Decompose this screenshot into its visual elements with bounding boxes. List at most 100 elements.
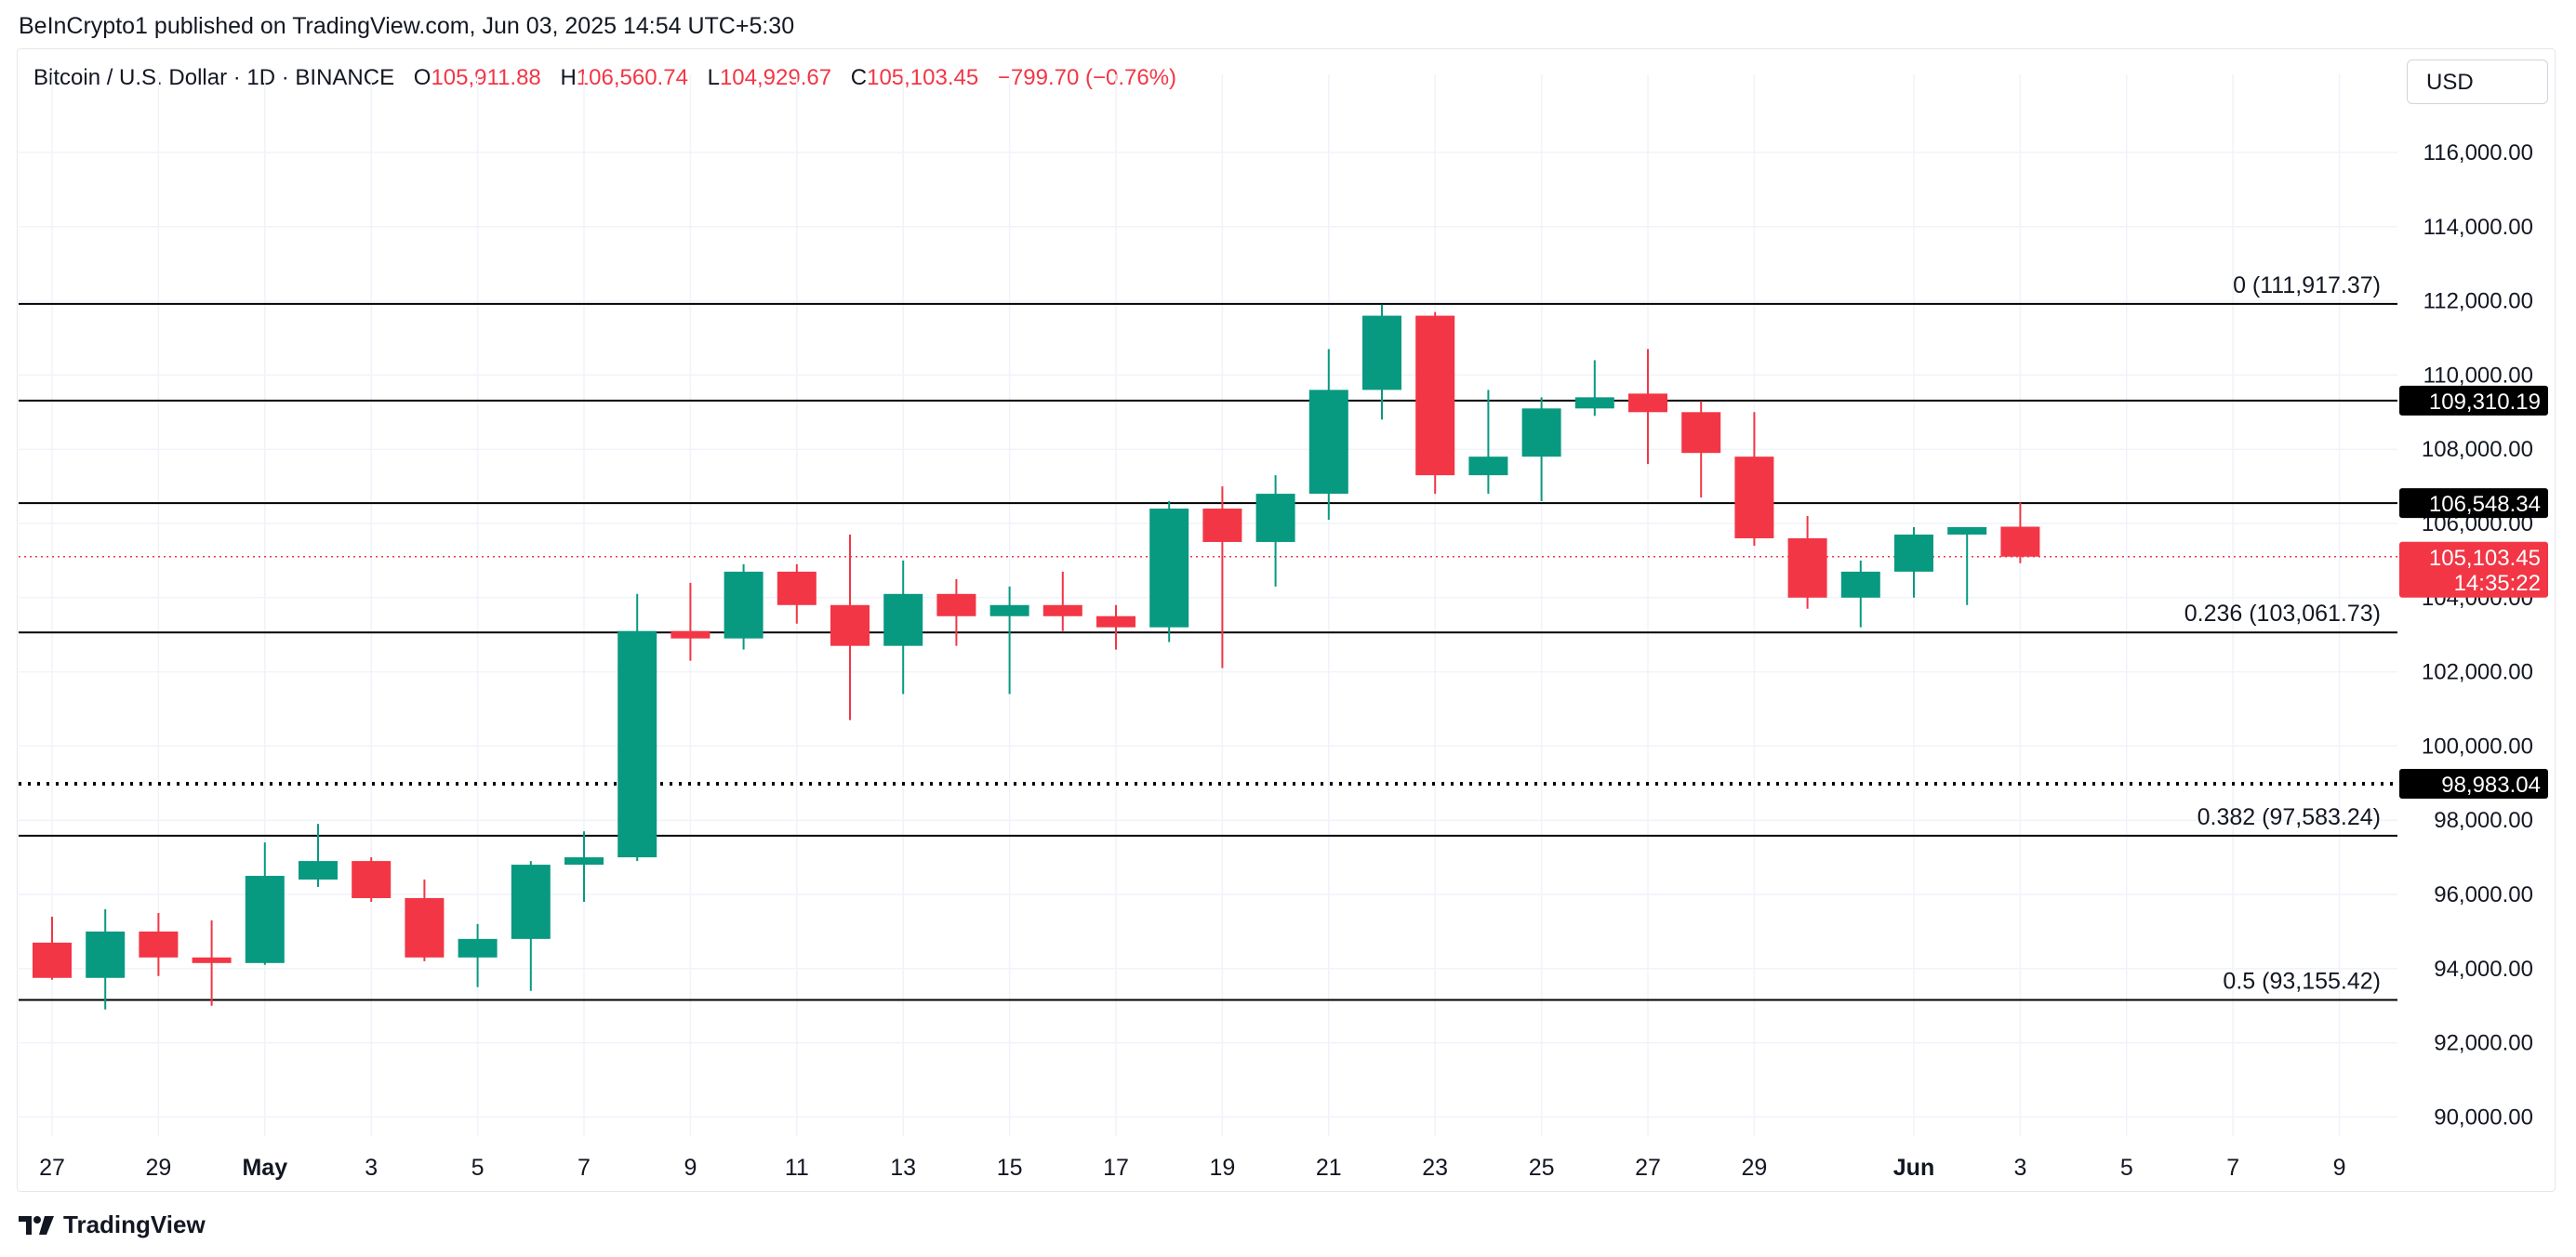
- candle-body[interactable]: [511, 865, 551, 939]
- y-tick-label: 92,000.00: [2434, 1031, 2533, 1056]
- candle-body[interactable]: [33, 942, 72, 978]
- candle-body[interactable]: [1894, 534, 1933, 572]
- candle-body[interactable]: [1628, 393, 1667, 413]
- x-tick-label: 5: [2120, 1155, 2133, 1181]
- x-tick-label: 27: [1635, 1155, 1661, 1181]
- x-tick-label: 23: [1422, 1155, 1448, 1181]
- x-tick-label: 25: [1529, 1155, 1555, 1181]
- y-tick-label: 96,000.00: [2434, 882, 2533, 907]
- symbol-legend: Bitcoin / U.S. Dollar · 1D · BINANCE O10…: [33, 65, 1176, 91]
- candle-body[interactable]: [724, 571, 764, 639]
- candle-body[interactable]: [617, 630, 657, 858]
- y-tick-label: 108,000.00: [2422, 437, 2533, 462]
- current-price-tag: [2399, 541, 2548, 598]
- candle-body[interactable]: [1787, 537, 1827, 598]
- open-label: O: [413, 65, 432, 90]
- fib-level-label: 0.382 (97,583.24): [2198, 804, 2381, 830]
- x-tick-label: 15: [997, 1155, 1023, 1181]
- x-tick-label: 3: [365, 1155, 378, 1181]
- candle-body[interactable]: [405, 897, 445, 958]
- candle-body[interactable]: [245, 876, 285, 963]
- candle-body[interactable]: [989, 604, 1029, 616]
- candle-body[interactable]: [1149, 509, 1189, 628]
- y-tick-label: 90,000.00: [2434, 1105, 2533, 1130]
- x-tick-label: 21: [1316, 1155, 1342, 1181]
- y-tick-label: 102,000.00: [2422, 660, 2533, 685]
- chart-panel: [17, 48, 2556, 1192]
- candle-body[interactable]: [777, 571, 817, 605]
- candle-body[interactable]: [1681, 412, 1721, 454]
- candle-body[interactable]: [1468, 456, 1508, 476]
- x-tick-label: 3: [2013, 1155, 2026, 1181]
- candle-body[interactable]: [564, 857, 604, 866]
- x-tick-label: 17: [1103, 1155, 1129, 1181]
- x-tick-label: 29: [1741, 1155, 1767, 1181]
- candle-body[interactable]: [1042, 604, 1082, 616]
- y-tick-label: 116,000.00: [2423, 140, 2533, 165]
- candle-body[interactable]: [2000, 526, 2040, 557]
- x-tick-label: Jun: [1893, 1155, 1934, 1181]
- high-label: H: [560, 65, 577, 90]
- y-tick-label: 110,000.00: [2423, 363, 2533, 388]
- x-tick-label: 7: [578, 1155, 591, 1181]
- candle-body[interactable]: [192, 957, 232, 963]
- candle-body[interactable]: [671, 630, 710, 639]
- close-label: C: [850, 65, 868, 90]
- candle-body[interactable]: [1202, 509, 1242, 542]
- candle-body[interactable]: [1521, 408, 1561, 457]
- y-tick-label: 112,000.00: [2423, 289, 2533, 314]
- countdown-label: 14:35:22: [2454, 571, 2541, 596]
- fib-level-label: 0.236 (103,061.73): [2184, 601, 2381, 627]
- candle-body[interactable]: [139, 931, 179, 958]
- candle-body[interactable]: [1415, 315, 1455, 476]
- fib-level-label: 0.5 (93,155.42): [2223, 968, 2381, 994]
- candle-body[interactable]: [1096, 615, 1135, 628]
- x-tick-label: 19: [1209, 1155, 1235, 1181]
- x-tick-label: 11: [785, 1155, 809, 1181]
- open-value: 105,911.88: [431, 65, 541, 90]
- x-tick-label: 9: [684, 1155, 697, 1181]
- price-tag: [2399, 488, 2548, 519]
- close-value: 105,103.45: [867, 65, 979, 90]
- candle-body[interactable]: [1255, 494, 1295, 542]
- candle-body[interactable]: [1574, 397, 1614, 409]
- high-value: 106,560.74: [576, 65, 688, 90]
- published-by-caption: BeInCrypto1 published on TradingView.com…: [19, 13, 795, 39]
- x-tick-label: 5: [471, 1155, 485, 1181]
- x-tick-label: 7: [2226, 1155, 2239, 1181]
- candle-body[interactable]: [352, 861, 392, 898]
- candle-body[interactable]: [1840, 571, 1880, 598]
- price-tag-label: 98,983.04: [2441, 773, 2541, 798]
- y-tick-label: 98,000.00: [2434, 808, 2533, 833]
- price-tag: [2399, 385, 2548, 416]
- low-value: 104,929.67: [719, 65, 832, 90]
- change-value: −799.70 (−0.76%): [997, 65, 1177, 90]
- current-price-label: 105,103.45: [2429, 546, 2541, 571]
- price-tag-label: 109,310.19: [2429, 390, 2541, 415]
- price-tag-label: 106,548.34: [2429, 492, 2541, 517]
- y-tick-label: 114,000.00: [2423, 215, 2533, 240]
- candle-body[interactable]: [883, 593, 923, 646]
- candle-body[interactable]: [936, 593, 976, 616]
- fib-level-label: 0 (111,917.37): [2233, 272, 2381, 298]
- candle-body[interactable]: [458, 938, 498, 958]
- low-label: L: [707, 65, 720, 90]
- candle-body[interactable]: [299, 861, 338, 880]
- y-tick-label: 100,000.00: [2422, 734, 2533, 759]
- candle-body[interactable]: [1362, 315, 1401, 390]
- candle-body[interactable]: [1947, 526, 1987, 535]
- tradingview-logo-icon: [19, 1215, 54, 1235]
- candle-body[interactable]: [86, 931, 126, 978]
- candle-body[interactable]: [830, 604, 870, 646]
- brand-name: TradingView: [63, 1211, 206, 1238]
- candle-body[interactable]: [1308, 390, 1348, 495]
- currency-button[interactable]: USD: [2407, 60, 2548, 104]
- x-tick-label: 13: [890, 1155, 916, 1181]
- candle-body[interactable]: [1734, 456, 1774, 538]
- y-tick-label: 94,000.00: [2434, 957, 2533, 982]
- x-tick-label: May: [242, 1155, 287, 1181]
- x-tick-label: 9: [2333, 1155, 2346, 1181]
- price-tag: [2399, 768, 2548, 799]
- symbol-title: Bitcoin / U.S. Dollar · 1D · BINANCE: [33, 65, 395, 90]
